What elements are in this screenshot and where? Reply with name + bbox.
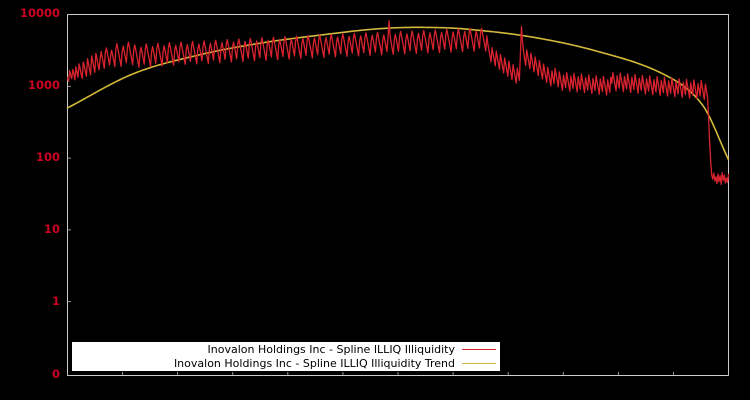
legend-entry-illiquidity: Inovalon Holdings Inc - Spline ILLIQ Ill… <box>72 342 500 356</box>
legend-label-trend: Inovalon Holdings Inc - Spline ILLIQ Ill… <box>173 356 455 370</box>
y-tick-label-10000: 10000 <box>19 6 60 20</box>
trend-line <box>66 26 730 161</box>
chart-legend: Inovalon Holdings Inc - Spline ILLIQ Ill… <box>72 342 500 371</box>
legend-entry-trend: Inovalon Holdings Inc - Spline ILLIQ Ill… <box>72 356 500 370</box>
y-axis-tick-marks <box>67 14 71 376</box>
x-axis-tick-marks <box>67 372 729 376</box>
y-tick-label-10: 10 <box>43 222 60 236</box>
legend-line-sample-trend <box>462 362 496 364</box>
illiquidity-line <box>66 20 730 186</box>
legend-line-sample-illiquidity <box>462 348 496 350</box>
y-tick-label-0: 0 <box>51 367 60 381</box>
legend-label-illiquidity: Inovalon Holdings Inc - Spline ILLIQ Ill… <box>207 342 455 356</box>
y-tick-label-100: 100 <box>35 150 60 164</box>
y-tick-label-1000: 1000 <box>27 78 60 92</box>
y-tick-label-1: 1 <box>51 294 60 308</box>
